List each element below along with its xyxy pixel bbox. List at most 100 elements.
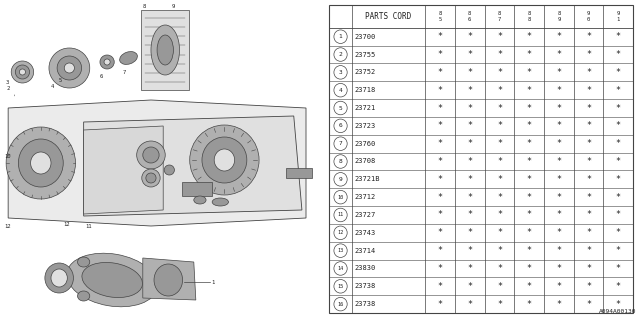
Circle shape [334, 30, 347, 44]
Ellipse shape [57, 56, 82, 80]
Circle shape [334, 155, 347, 168]
Text: *: * [556, 175, 561, 184]
Text: 11: 11 [86, 224, 92, 229]
Circle shape [334, 190, 347, 204]
Text: 1: 1 [211, 280, 214, 285]
Text: *: * [556, 211, 561, 220]
Ellipse shape [189, 125, 259, 195]
Ellipse shape [100, 55, 115, 69]
Circle shape [334, 297, 347, 311]
Circle shape [334, 84, 347, 97]
Text: *: * [527, 211, 532, 220]
Text: *: * [438, 50, 442, 59]
Text: *: * [467, 211, 472, 220]
Text: 23743: 23743 [355, 230, 376, 236]
Text: *: * [527, 68, 532, 77]
Text: *: * [438, 193, 442, 202]
Text: 14: 14 [139, 188, 145, 193]
Text: 23752: 23752 [355, 69, 376, 75]
Text: 12: 12 [63, 222, 70, 227]
Text: 8: 8 [339, 159, 342, 164]
Text: 23723: 23723 [355, 123, 376, 129]
Text: 10: 10 [337, 195, 344, 200]
Text: *: * [438, 228, 442, 237]
Text: *: * [527, 228, 532, 237]
Text: *: * [616, 103, 621, 113]
Text: *: * [556, 50, 561, 59]
Text: *: * [586, 86, 591, 95]
Text: *: * [467, 86, 472, 95]
Text: *: * [438, 264, 442, 273]
Text: *: * [556, 103, 561, 113]
Text: PARTS CORD: PARTS CORD [365, 12, 412, 21]
Text: *: * [616, 68, 621, 77]
Text: *: * [438, 282, 442, 291]
Text: *: * [438, 32, 442, 41]
Text: *: * [467, 264, 472, 273]
Text: *: * [497, 86, 502, 95]
Text: 23738: 23738 [355, 283, 376, 289]
Text: 8
6: 8 6 [468, 11, 471, 21]
Text: *: * [467, 32, 472, 41]
Ellipse shape [120, 52, 138, 64]
Text: 4: 4 [51, 84, 54, 89]
Text: *: * [467, 300, 472, 308]
Text: 19: 19 [192, 208, 198, 213]
Text: *: * [556, 121, 561, 130]
Text: 9: 9 [172, 4, 175, 9]
Text: *: * [467, 68, 472, 77]
Text: *: * [616, 282, 621, 291]
Ellipse shape [19, 69, 26, 75]
Text: *: * [497, 175, 502, 184]
Text: 7: 7 [122, 70, 125, 75]
Circle shape [334, 66, 347, 79]
Text: 8
8: 8 8 [527, 11, 531, 21]
Text: 2: 2 [339, 52, 342, 57]
Ellipse shape [137, 141, 165, 169]
Text: 8
7: 8 7 [498, 11, 501, 21]
Text: 13: 13 [337, 248, 344, 253]
Text: *: * [497, 50, 502, 59]
Text: *: * [527, 282, 532, 291]
Polygon shape [143, 258, 196, 300]
Circle shape [334, 137, 347, 150]
Text: *: * [616, 264, 621, 273]
Text: *: * [616, 121, 621, 130]
Text: *: * [527, 86, 532, 95]
Text: *: * [467, 228, 472, 237]
Text: 16: 16 [337, 302, 344, 307]
Text: *: * [586, 282, 591, 291]
Text: 23718: 23718 [355, 87, 376, 93]
Text: *: * [527, 175, 532, 184]
Text: 16: 16 [210, 122, 216, 127]
Text: *: * [467, 282, 472, 291]
Text: 12: 12 [4, 224, 11, 229]
Text: *: * [438, 157, 442, 166]
Ellipse shape [49, 48, 90, 88]
Text: *: * [527, 121, 532, 130]
Text: A094A00130: A094A00130 [599, 308, 637, 314]
Ellipse shape [64, 63, 74, 73]
Text: *: * [467, 50, 472, 59]
Circle shape [334, 119, 347, 132]
Ellipse shape [202, 137, 247, 183]
Text: 23830: 23830 [355, 266, 376, 271]
Text: *: * [438, 68, 442, 77]
Text: 6: 6 [100, 74, 103, 79]
Text: *: * [616, 139, 621, 148]
Text: *: * [616, 193, 621, 202]
Text: 23738: 23738 [355, 301, 376, 307]
Text: *: * [497, 211, 502, 220]
Ellipse shape [143, 147, 159, 163]
Text: 8
5: 8 5 [438, 11, 442, 21]
Text: 6: 6 [339, 123, 342, 128]
Text: *: * [438, 175, 442, 184]
Text: *: * [616, 157, 621, 166]
Text: *: * [556, 246, 561, 255]
Polygon shape [141, 10, 189, 90]
Circle shape [334, 262, 347, 275]
Text: *: * [586, 32, 591, 41]
Text: 13: 13 [143, 140, 149, 145]
Text: 3: 3 [6, 80, 10, 85]
Ellipse shape [82, 262, 143, 298]
